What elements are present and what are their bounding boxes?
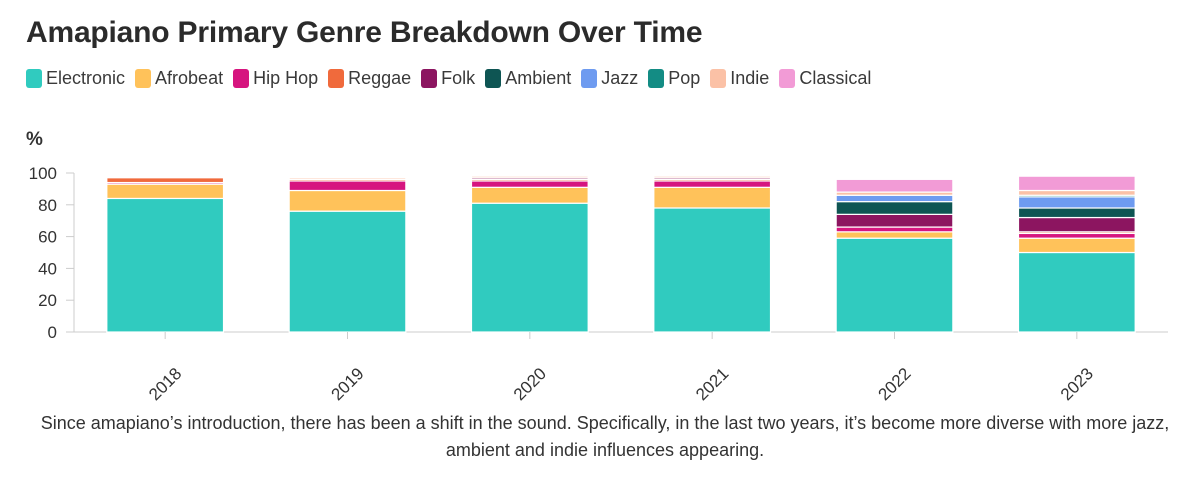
- legend-swatch: [421, 69, 438, 88]
- legend-swatch: [233, 69, 250, 88]
- legend-item: Classical: [779, 68, 871, 89]
- legend-item: Folk: [421, 68, 475, 89]
- y-tick-label: 0: [48, 323, 57, 342]
- bar-segment: [1017, 207, 1136, 219]
- legend-label: Reggae: [348, 68, 412, 88]
- legend-swatch: [779, 69, 796, 88]
- bar-segment: [835, 194, 954, 203]
- legend-label: Hip Hop: [253, 68, 319, 88]
- legend-label: Jazz: [601, 68, 639, 88]
- legend-swatch: [485, 69, 502, 88]
- legend-item: Afrobeat: [135, 68, 223, 89]
- bar-segment: [1017, 216, 1136, 233]
- legend-item: Indie: [710, 68, 769, 89]
- legend-label: Pop: [668, 68, 701, 88]
- bar-segment: [106, 183, 225, 200]
- bar-segment: [835, 237, 954, 333]
- chart-title: Amapiano Primary Genre Breakdown Over Ti…: [26, 16, 703, 49]
- legend-item: Reggae: [328, 68, 411, 89]
- legend-item: Pop: [648, 68, 700, 89]
- y-axis-label: %: [26, 129, 43, 150]
- bar-segment: [470, 186, 589, 204]
- legend-item: Jazz: [581, 68, 638, 89]
- x-tick-label: 2020: [510, 364, 550, 404]
- stacked-bar-chart: % 0 20 40 60 80 100 2018 2019 2020 2021 2022 2023: [26, 129, 1168, 404]
- legend-swatch: [581, 69, 598, 88]
- bar-segment: [470, 202, 589, 333]
- legend-label: Electronic: [46, 68, 126, 88]
- bar-segment: [835, 226, 954, 233]
- bar-segment: [835, 231, 954, 239]
- legend-swatch: [710, 69, 727, 88]
- x-tick-label: 2023: [1057, 364, 1097, 404]
- bar-segment: [1017, 175, 1136, 192]
- x-tick-label: 2019: [328, 364, 368, 404]
- legend-swatch: [26, 69, 42, 88]
- bar-segment: [1017, 189, 1136, 196]
- legend-swatch: [648, 69, 665, 88]
- bar-segment: [653, 207, 772, 333]
- y-tick-label: 40: [38, 259, 57, 278]
- chart-legend: Electronic Afrobeat Hip Hop Reggae Folk Ambie…: [26, 68, 881, 89]
- bar-segment: [470, 175, 589, 179]
- bar-segment: [288, 177, 407, 180]
- bar-segment: [1017, 237, 1136, 254]
- legend-label: Indie: [730, 68, 770, 88]
- bar-segment: [288, 180, 407, 192]
- bar-segment: [106, 177, 225, 184]
- legend-label: Afrobeat: [155, 68, 224, 88]
- bar-segment: [835, 201, 954, 215]
- bar-segment: [653, 180, 772, 188]
- y-tick-label: 60: [38, 228, 57, 247]
- legend-label: Ambient: [505, 68, 572, 88]
- bar-segment: [470, 180, 589, 188]
- bar-segment: [835, 213, 954, 228]
- legend-item: Hip Hop: [233, 68, 318, 89]
- x-tick-label: 2018: [145, 364, 185, 404]
- chart-caption: Since amapiano’s introduction, there has…: [40, 413, 1170, 460]
- legend-swatch: [135, 69, 152, 88]
- bar-segment: [106, 197, 225, 333]
- y-tick-label: 80: [38, 196, 57, 215]
- bar-segment: [288, 210, 407, 333]
- x-tick-label: 2022: [875, 364, 915, 404]
- bar-segment: [835, 178, 954, 193]
- bar-segment: [1017, 232, 1136, 239]
- legend-item: Electronic: [26, 68, 125, 89]
- legend-label: Folk: [441, 68, 476, 88]
- legend-item: Ambient: [485, 68, 571, 89]
- legend-label: Classical: [799, 68, 872, 88]
- legend-swatch: [328, 69, 345, 88]
- bar-segment: [288, 189, 407, 212]
- x-tick-label: 2021: [692, 364, 732, 404]
- bar-segment: [653, 186, 772, 209]
- bar-segment: [1017, 251, 1136, 333]
- bar-segment: [653, 175, 772, 179]
- bar-segment: [1017, 196, 1136, 209]
- y-tick-label: 100: [29, 164, 57, 183]
- y-tick-label: 20: [38, 291, 57, 310]
